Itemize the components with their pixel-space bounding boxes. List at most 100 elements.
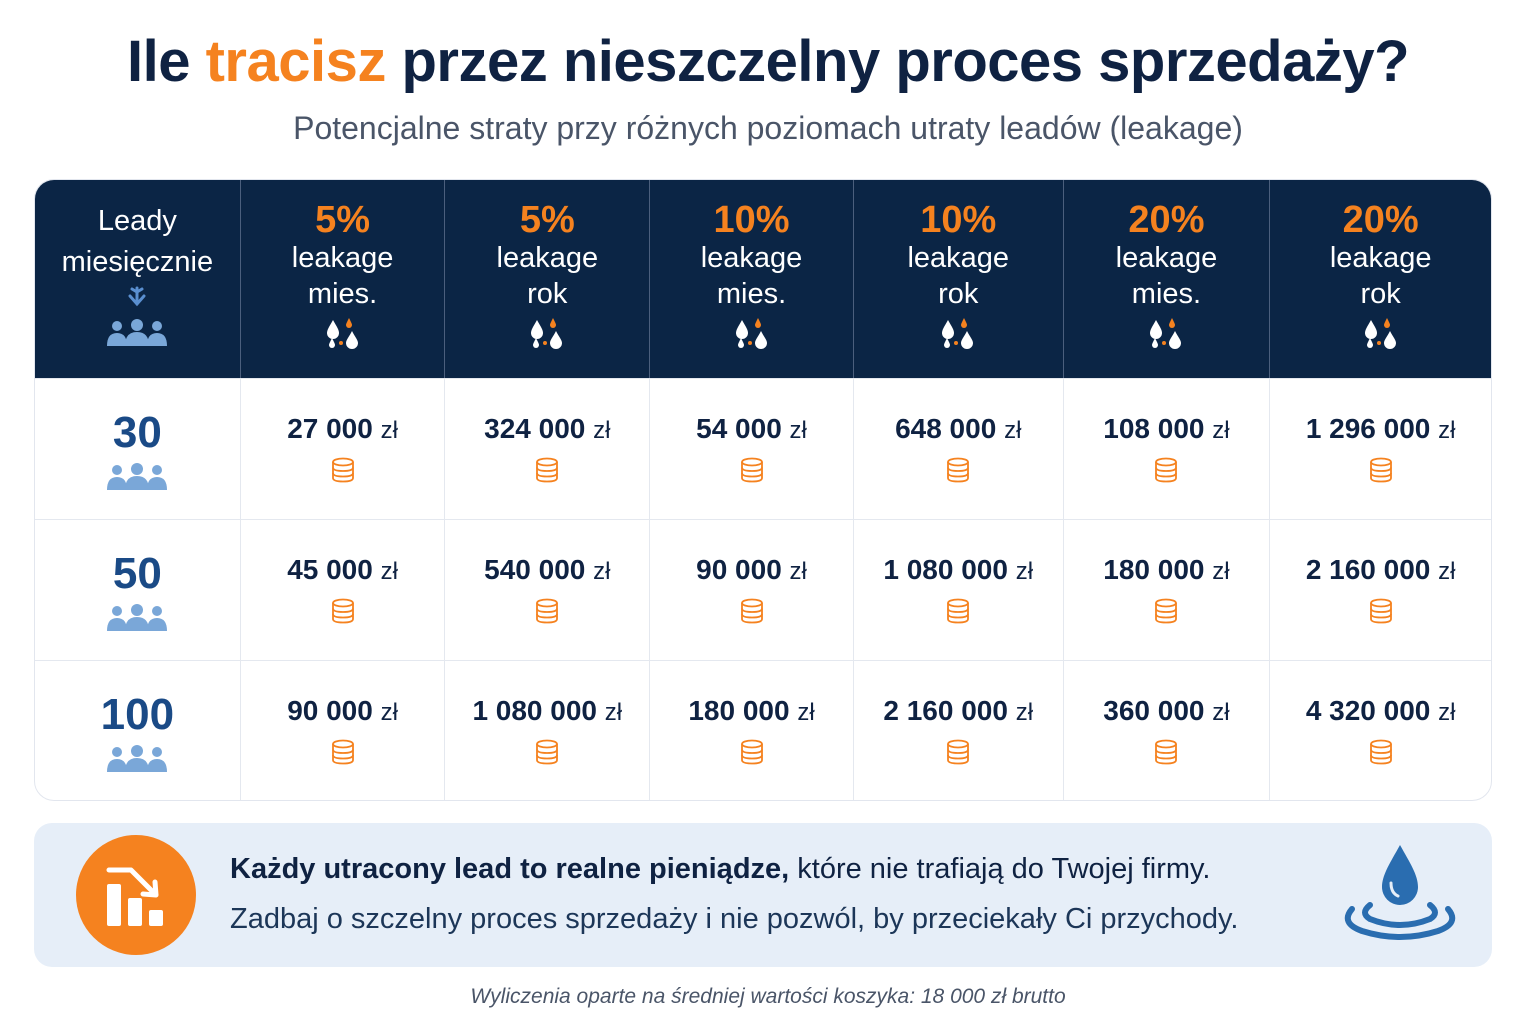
header-label: rok: [527, 278, 568, 310]
header-label: leakage: [700, 242, 803, 274]
coins-icon: [739, 598, 765, 629]
loss-cell: 108 000 zł: [1064, 379, 1271, 519]
coins-icon: [1368, 598, 1394, 629]
people-icon: [106, 745, 168, 778]
loss-amount: 27 000: [287, 413, 373, 444]
droplets-icon: [1363, 318, 1399, 355]
coins-icon: [330, 598, 356, 629]
header-label: Leady: [97, 205, 177, 237]
currency: zł: [1212, 417, 1230, 444]
loss-value: 324 000 zł: [484, 411, 610, 449]
header-label: leakage: [907, 242, 1010, 274]
callout-rest: które nie trafiają do Twojej firmy.: [789, 853, 1211, 885]
header-label: leakage: [1329, 242, 1432, 274]
currency: zł: [593, 417, 611, 444]
page-title: Ile tracisz przez nieszczelny proces spr…: [0, 28, 1536, 95]
loss-cell: 1 080 000 zł: [445, 661, 651, 800]
leads-count: 100: [100, 690, 175, 739]
currency: zł: [1438, 699, 1456, 726]
loss-cell: 90 000 zł: [650, 520, 854, 660]
loss-value: 180 000 zł: [1103, 552, 1229, 590]
loss-cell: 648 000 zł: [854, 379, 1064, 519]
table-header-row: Leady miesięcznie 5% leakage mies. 5% le…: [35, 180, 1491, 378]
title-accent: tracisz: [205, 29, 387, 94]
currency: zł: [380, 558, 398, 585]
loss-amount: 1 296 000: [1305, 413, 1431, 444]
coins-icon: [534, 457, 560, 488]
table-row: 100 90 000 zł 1 080 000 zł 180 000 zł 2 160 …: [35, 660, 1491, 800]
loss-amount: 360 000: [1103, 695, 1205, 726]
coins-icon: [330, 457, 356, 488]
header-pct: 5%: [519, 199, 575, 241]
droplets-icon: [1148, 318, 1184, 355]
loss-cell: 180 000 zł: [1064, 520, 1271, 660]
leads-count: 50: [112, 549, 162, 598]
loss-cell: 2 160 000 zł: [1270, 520, 1491, 660]
loss-value: 108 000 zł: [1103, 411, 1229, 449]
loss-value: 2 160 000 zł: [1306, 552, 1456, 590]
loss-cell: 180 000 zł: [650, 661, 854, 800]
loss-value: 360 000 zł: [1103, 693, 1229, 731]
header-col-4: 10% leakage rok: [854, 180, 1064, 378]
droplets-icon: [325, 318, 361, 355]
coins-icon: [534, 598, 560, 629]
loss-cell: 360 000 zł: [1064, 661, 1271, 800]
loss-value: 180 000 zł: [688, 693, 814, 731]
page-subtitle: Potencjalne straty przy różnych poziomac…: [293, 110, 1243, 146]
currency: zł: [1212, 699, 1230, 726]
loss-value: 90 000 zł: [696, 552, 807, 590]
currency: zł: [380, 417, 398, 444]
table-row: 30 27 000 zł 324 000 zł 54 000 zł 648 000 zł…: [35, 378, 1491, 519]
loss-value: 54 000 zł: [696, 411, 807, 449]
currency: zł: [1015, 558, 1034, 585]
title-part: przez nieszczelny proces sprzedaży?: [385, 29, 1410, 94]
header-col-3: 10% leakage mies.: [650, 180, 854, 378]
coins-icon: [534, 739, 560, 770]
loss-amount: 180 000: [1103, 554, 1205, 585]
info-callout: Każdy utracony lead to realne pieniądze,…: [34, 823, 1492, 967]
title-part: Ile: [126, 29, 206, 94]
header-col-2: 5% leakage rok: [445, 180, 651, 378]
currency: zł: [789, 417, 807, 444]
declining-chart-icon: [76, 835, 196, 955]
currency: zł: [797, 699, 815, 726]
currency: zł: [1438, 417, 1456, 444]
loss-value: 45 000 zł: [287, 552, 398, 590]
loss-value: 648 000 zł: [895, 411, 1021, 449]
header-label: mies.: [1131, 278, 1202, 310]
table-row: 50 45 000 zł 540 000 zł 90 000 zł 1 080 000 …: [35, 519, 1491, 660]
loss-amount: 1 080 000: [883, 554, 1008, 585]
loss-value: 4 320 000 zł: [1306, 693, 1456, 731]
loss-amount: 2 160 000: [1305, 554, 1431, 585]
header-label: leakage: [1115, 242, 1218, 274]
header-pct: 5%: [315, 199, 371, 241]
loss-cell: 1 296 000 zł: [1270, 379, 1491, 519]
loss-cell: 540 000 zł: [445, 520, 651, 660]
coins-icon: [1153, 598, 1179, 629]
loss-amount: 45 000: [287, 554, 373, 585]
leads-cell: 30: [35, 379, 241, 519]
leads-count: 30: [112, 408, 162, 457]
coins-icon: [1153, 457, 1179, 488]
currency: zł: [380, 699, 398, 726]
header-label: mies.: [716, 278, 787, 310]
loss-cell: 90 000 zł: [241, 661, 446, 800]
loss-cell: 1 080 000 zł: [854, 520, 1064, 660]
currency: zł: [1015, 699, 1034, 726]
callout-line-1: Każdy utracony lead to realne pieniądze,…: [230, 853, 1210, 886]
loss-cell: 45 000 zł: [241, 520, 446, 660]
leads-cell: 50: [35, 520, 241, 660]
callout-bold: Każdy utracony lead to realne pieniądze,: [230, 853, 790, 885]
loss-amount: 4 320 000: [1305, 695, 1431, 726]
header-label: leakage: [291, 242, 394, 274]
droplets-icon: [529, 318, 565, 355]
loss-value: 27 000 zł: [287, 411, 398, 449]
loss-value: 90 000 zł: [287, 693, 398, 731]
currency: zł: [789, 558, 807, 585]
loss-cell: 324 000 zł: [445, 379, 651, 519]
loss-amount: 108 000: [1103, 413, 1205, 444]
loss-value: 1 080 000 zł: [883, 552, 1033, 590]
header-label: rok: [1360, 278, 1401, 310]
callout-line-2: Zadbaj o szczelny proces sprzedaży i nie…: [230, 903, 1239, 935]
currency: zł: [593, 558, 611, 585]
